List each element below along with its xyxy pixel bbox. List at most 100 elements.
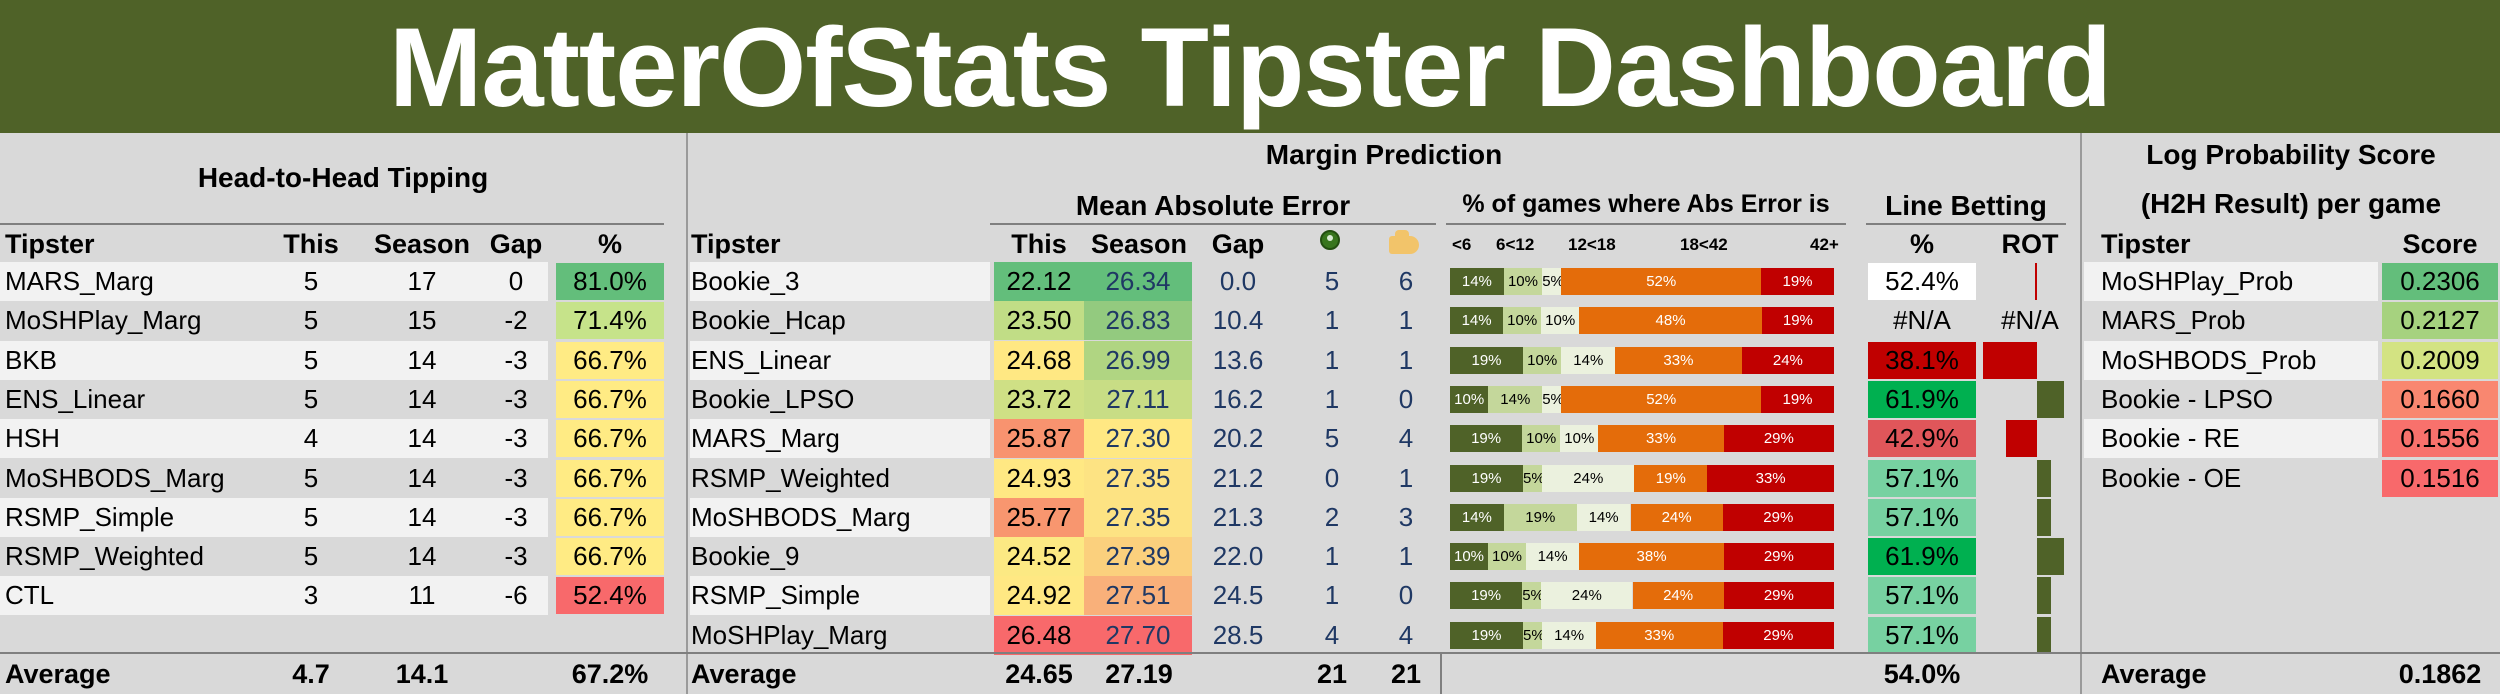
col-header-this: This xyxy=(283,229,339,259)
dist-segment: 29% xyxy=(1722,622,1834,649)
mae-season: 26.83 xyxy=(1084,301,1192,340)
dist-segment: 19% xyxy=(1450,347,1523,374)
ball-icon xyxy=(1320,230,1340,250)
divider xyxy=(0,652,2500,654)
col-header-gap: Gap xyxy=(1211,229,1265,259)
dist-segment: 19% xyxy=(1503,504,1577,531)
season-value: 14 xyxy=(407,463,437,493)
pct-value: 66.7% xyxy=(556,499,664,536)
dist-bar: 14%10%5%52%19% xyxy=(1450,262,1834,301)
mae-this: 25.77 xyxy=(994,498,1084,537)
count-2: 6 xyxy=(1398,266,1414,296)
season-value: 17 xyxy=(407,266,437,296)
tipster-name: RSMP_Weighted xyxy=(5,541,204,571)
dist-segment: 24% xyxy=(1632,582,1724,609)
dist-header-1: 6<12 xyxy=(1496,235,1535,254)
dist-segment: 29% xyxy=(1723,543,1834,570)
rot-bar xyxy=(2037,460,2051,497)
pct-value: 71.4% xyxy=(556,302,664,339)
season-value: 14 xyxy=(407,423,437,453)
dist-segment: 19% xyxy=(1450,425,1523,452)
count-2: 1 xyxy=(1398,541,1414,571)
mae-season: 27.51 xyxy=(1084,576,1192,615)
gap-value: -6 xyxy=(504,580,528,610)
score-value: 0.1660 xyxy=(2382,381,2498,418)
rot-bar xyxy=(2037,499,2051,536)
col-header-tipster: Tipster xyxy=(691,229,781,259)
rot-bar xyxy=(2037,617,2051,654)
tipster-name: MARS_Marg xyxy=(691,423,840,453)
count-2: 0 xyxy=(1398,580,1414,610)
dist-segment: 24% xyxy=(1741,347,1834,374)
dist-segment: 10% xyxy=(1488,543,1526,570)
tipster-name: MARS_Marg xyxy=(5,266,154,296)
line-pct: 42.9% xyxy=(1868,420,1976,457)
mae-gap: 20.2 xyxy=(1212,423,1264,453)
rot-value: #N/A xyxy=(2001,305,2059,335)
pct-value: 66.7% xyxy=(556,460,664,497)
dist-segment: 19% xyxy=(1761,268,1834,295)
row-band xyxy=(690,498,990,537)
rot-value xyxy=(1982,576,2078,615)
dist-segment: 52% xyxy=(1561,386,1762,413)
line-pct: 38.1% xyxy=(1868,342,1976,379)
gap-value: -3 xyxy=(504,345,528,375)
divider xyxy=(2080,133,2082,694)
margin-average-c1: 21 xyxy=(1316,659,1348,689)
this-value: 3 xyxy=(303,580,319,610)
count-1: 1 xyxy=(1324,305,1340,335)
col-header-gap: Gap xyxy=(489,229,543,259)
dist-segment: 33% xyxy=(1707,465,1834,492)
season-value: 14 xyxy=(407,345,437,375)
line-pct: #N/A xyxy=(1868,302,1976,339)
count-1: 1 xyxy=(1324,541,1340,571)
mae-season: 27.35 xyxy=(1084,498,1192,537)
line-pct: 57.1% xyxy=(1868,460,1976,497)
dist-segment: 29% xyxy=(1723,582,1834,609)
tipster-name: Bookie - OE xyxy=(2101,463,2242,493)
mae-season: 27.70 xyxy=(1084,616,1192,655)
rot-bar xyxy=(2035,263,2037,300)
mae-gap: 10.4 xyxy=(1212,305,1264,335)
divider xyxy=(990,223,1436,225)
mae-this: 23.50 xyxy=(994,301,1084,340)
count-2: 4 xyxy=(1398,620,1414,650)
season-value: 11 xyxy=(408,580,436,610)
col-header-this: This xyxy=(1011,229,1067,259)
mae-gap: 21.2 xyxy=(1212,463,1264,493)
row-band xyxy=(0,262,548,301)
row-band xyxy=(690,419,990,458)
rot-bar xyxy=(2037,577,2051,614)
dist-segment: 19% xyxy=(1450,582,1523,609)
count-2: 1 xyxy=(1398,463,1414,493)
dist-segment: 14% xyxy=(1526,543,1580,570)
mae-title: Mean Absolute Error xyxy=(1075,190,1351,221)
hand-icon xyxy=(1389,230,1419,254)
tipster-name: MARS_Prob xyxy=(2101,305,2246,335)
score-value: 0.2127 xyxy=(2382,302,2498,339)
divider xyxy=(686,133,688,694)
pct-value: 66.7% xyxy=(556,342,664,379)
gap-value: -3 xyxy=(504,463,528,493)
margin-average-c2: 21 xyxy=(1390,659,1422,689)
this-value: 5 xyxy=(303,541,319,571)
tipster-name: RSMP_Simple xyxy=(5,502,175,532)
dist-segment: 33% xyxy=(1598,425,1724,452)
dist-segment: 19% xyxy=(1761,307,1834,334)
logprob-subtitle: (H2H Result) per game xyxy=(2140,188,2442,219)
mae-gap: 28.5 xyxy=(1212,620,1264,650)
mae-season: 27.35 xyxy=(1084,459,1192,498)
margin-title: Margin Prediction xyxy=(1265,139,1503,170)
pct-value: 66.7% xyxy=(556,381,664,418)
dist-segment: 10% xyxy=(1560,425,1599,452)
dist-segment: 5% xyxy=(1522,582,1542,609)
dist-segment: 24% xyxy=(1541,582,1633,609)
h2h-average-season: 14.1 xyxy=(395,659,449,689)
dist-segment: 5% xyxy=(1523,465,1543,492)
row-band xyxy=(0,419,548,458)
dist-bar: 14% 10% 10% 48% 19% xyxy=(1450,301,1834,340)
logprob-average-label: Average xyxy=(2101,659,2207,689)
rot-bar xyxy=(2037,538,2064,575)
tipster-name: Bookie - RE xyxy=(2101,423,2240,453)
mae-season: 27.39 xyxy=(1084,537,1192,576)
